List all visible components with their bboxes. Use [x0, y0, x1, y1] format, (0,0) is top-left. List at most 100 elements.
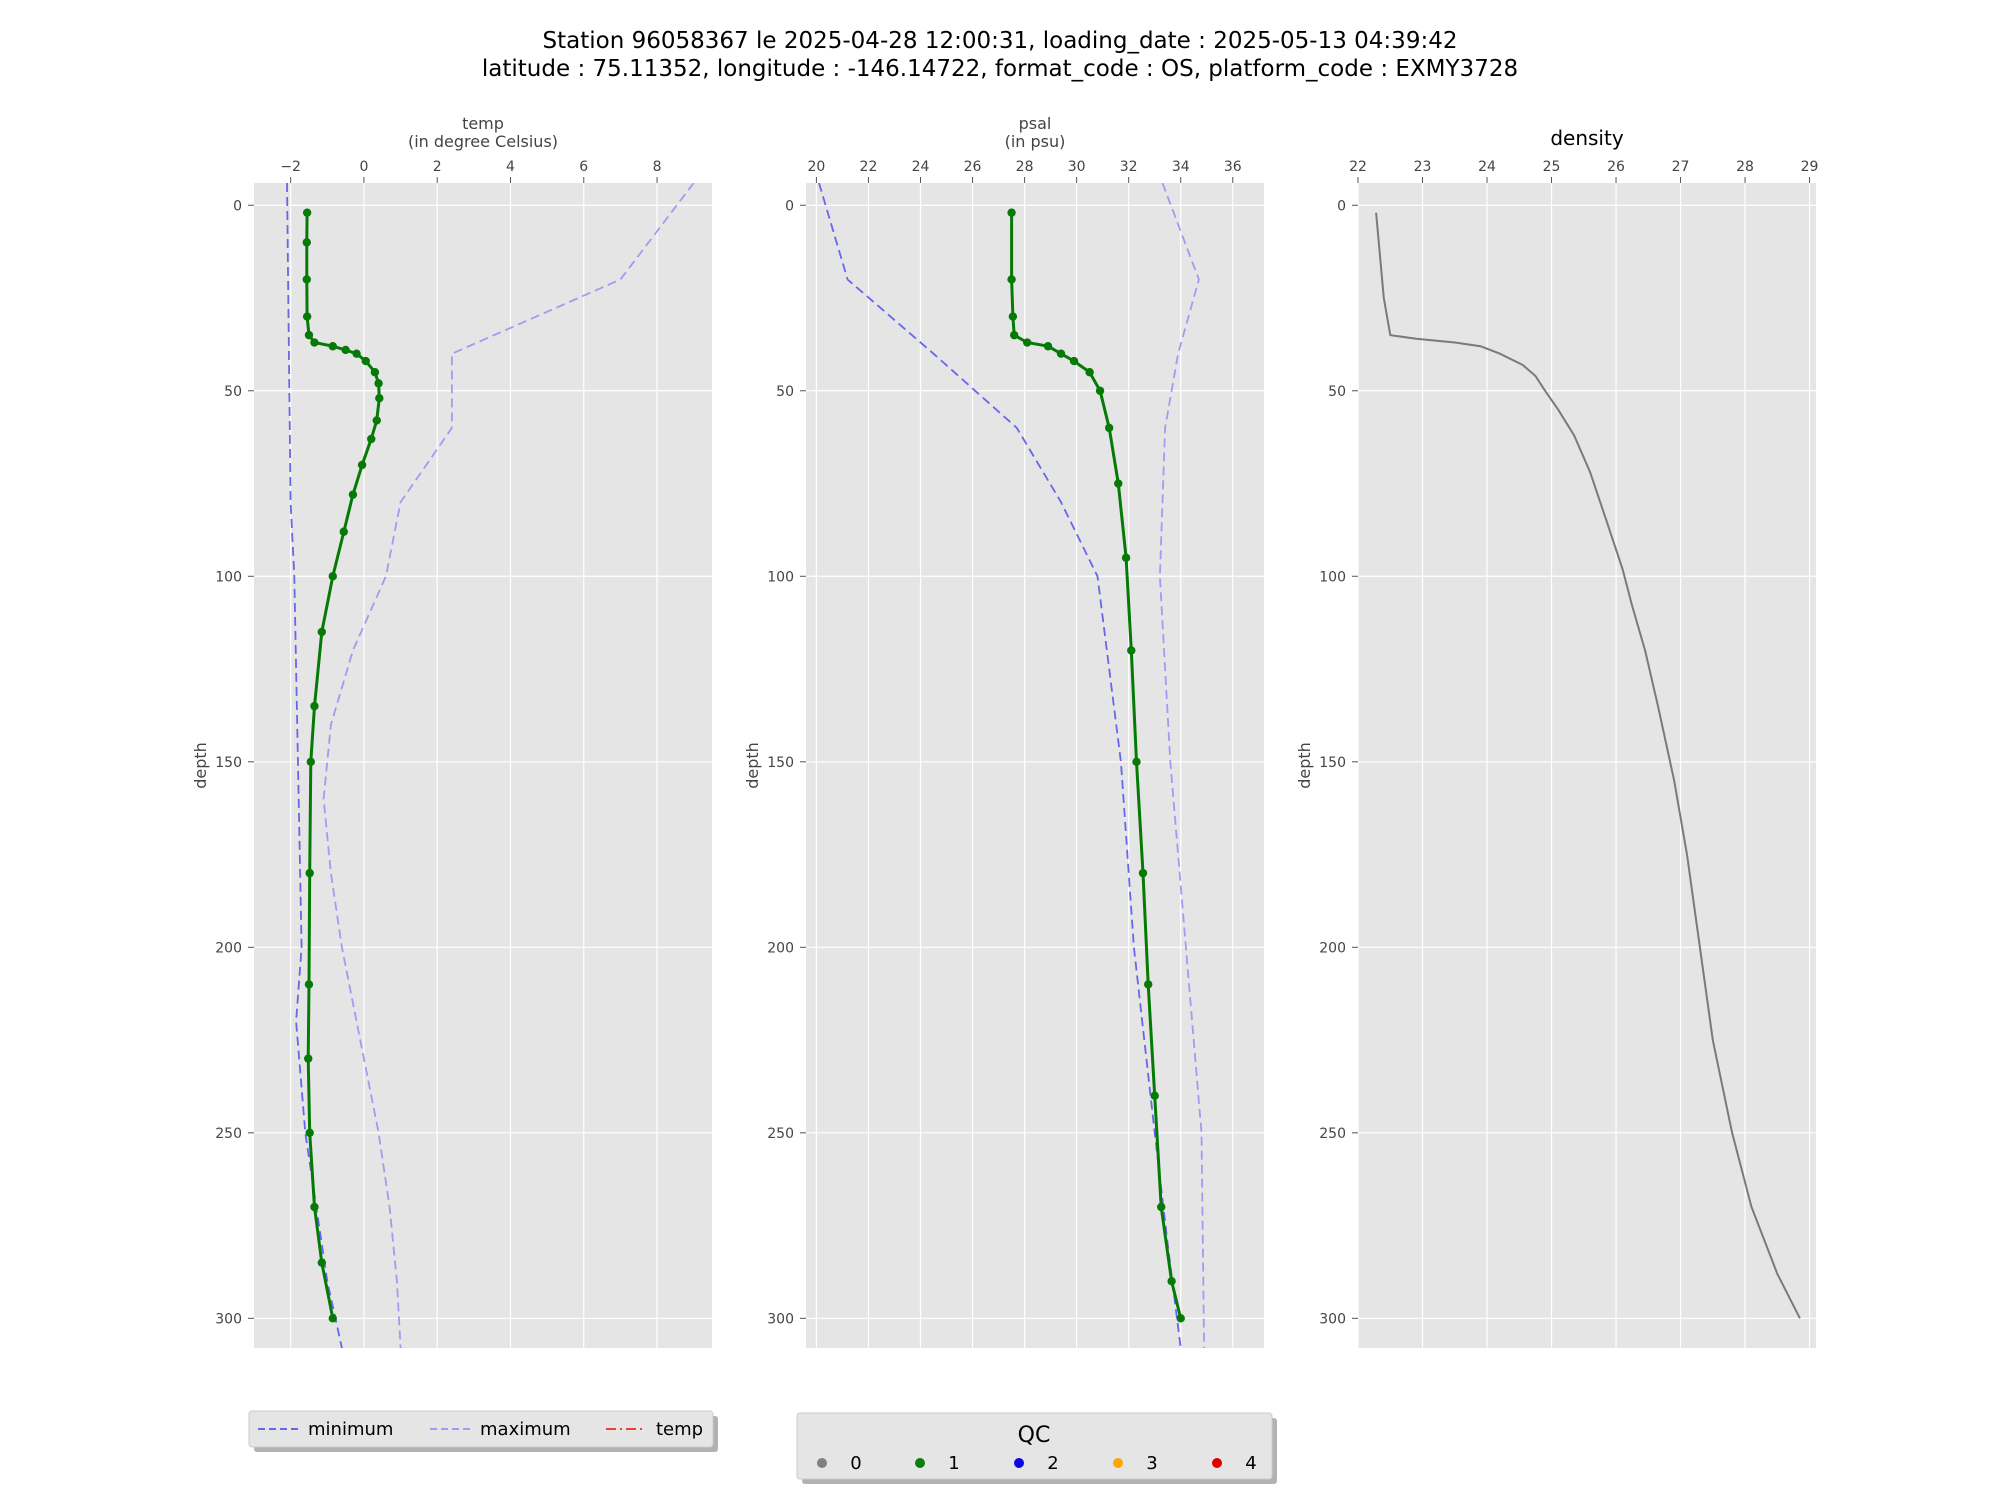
- psal-qc1-marker: [1008, 312, 1018, 321]
- temp-x-tick-label: 4: [506, 159, 515, 175]
- psal-qc1-marker: [1007, 208, 1016, 217]
- temp-y-tick-label: 150: [215, 755, 242, 771]
- temp-qc1-marker: [302, 238, 311, 247]
- psal-plot-area: [806, 183, 1264, 1348]
- psal-qc1-marker: [1009, 330, 1019, 340]
- psal-qc1-marker: [1150, 1091, 1159, 1100]
- density-y-axis-label: depth: [1295, 742, 1314, 789]
- psal-qc1-marker: [1085, 368, 1094, 377]
- density-y-tick-label: 0: [1337, 198, 1346, 214]
- psal-qc1-marker: [1121, 553, 1131, 562]
- temp-qc1-marker: [304, 980, 314, 989]
- legend-label-temp: temp: [656, 1419, 703, 1440]
- qc-legend-label-0: 0: [850, 1453, 861, 1474]
- temp-plot-area: [254, 183, 712, 1348]
- density-y-tick-label: 200: [1319, 940, 1346, 956]
- temp-y-tick-label: 300: [215, 1311, 242, 1327]
- qc-legend-marker-3: [1113, 1458, 1123, 1468]
- line-style-legend: minimum maximum temp: [248, 1410, 718, 1452]
- psal-qc1-marker: [1132, 757, 1141, 766]
- density-axis-title: density: [1550, 126, 1623, 150]
- psal-x-tick-label: 30: [1068, 159, 1086, 175]
- qc-legend: QC 0 1 2 3 4: [796, 1412, 1277, 1484]
- temp-profile-chart: −2 0 2 4 6 8 0 50 100 150 200 250 300 temp(in degree …: [191, 114, 712, 1348]
- temp-qc1-marker: [352, 349, 361, 358]
- temp-y-tick-label: 200: [215, 940, 242, 956]
- psal-qc1-marker: [1138, 868, 1148, 878]
- psal-qc1-marker: [1056, 349, 1066, 358]
- legend-label-minimum: minimum: [308, 1419, 393, 1440]
- psal-x-tick-label: 36: [1224, 159, 1242, 175]
- temp-qc1-marker: [305, 868, 314, 878]
- temp-qc1-marker: [372, 416, 381, 425]
- psal-qc1-marker: [1176, 1314, 1185, 1323]
- psal-y-tick-label: 100: [767, 569, 794, 585]
- psal-qc1-marker: [1007, 275, 1016, 284]
- qc-legend-label-4: 4: [1245, 1453, 1256, 1474]
- temp-qc1-marker: [328, 342, 337, 351]
- psal-qc1-marker: [1143, 980, 1153, 989]
- temp-qc1-marker: [375, 393, 384, 403]
- psal-qc1-marker: [1043, 342, 1053, 351]
- psal-y-tick-label: 150: [767, 755, 794, 771]
- psal-x-tick-label: 24: [912, 159, 930, 175]
- temp-qc1-marker: [306, 757, 315, 766]
- temp-qc1-marker: [304, 1054, 313, 1063]
- psal-qc1-marker: [1069, 356, 1079, 366]
- temp-qc1-marker: [370, 368, 380, 377]
- density-x-tick-label: 29: [1801, 159, 1819, 175]
- temp-y-tick-label: 0: [233, 198, 242, 214]
- temp-series-maximum: [322, 183, 695, 1348]
- qc-legend-label-2: 2: [1047, 1453, 1058, 1474]
- density-x-tick-label: 22: [1349, 159, 1367, 175]
- psal-x-tick-label: 20: [807, 159, 825, 175]
- qc-legend-marker-0: [817, 1458, 827, 1468]
- qc-legend-label-1: 1: [948, 1453, 959, 1474]
- temp-qc1-marker: [302, 208, 312, 217]
- density-y-tick-label: 50: [1328, 384, 1346, 400]
- figure-title-line2: latitude : 75.11352, longitude : -146.14…: [482, 56, 1518, 82]
- temp-x-tick-label: 2: [433, 159, 442, 175]
- temp-qc1-marker: [302, 275, 311, 284]
- temp-y-tick-label: 100: [215, 569, 242, 585]
- qc-legend-label-3: 3: [1146, 1453, 1157, 1474]
- psal-qc1-marker: [1022, 338, 1032, 347]
- density-y-tick-label: 300: [1319, 1311, 1346, 1327]
- qc-legend-marker-2: [1014, 1458, 1024, 1468]
- temp-series-minimum: [286, 183, 343, 1348]
- temp-qc1-marker: [357, 460, 367, 470]
- density-y-tick-label: 100: [1319, 569, 1346, 585]
- temp-qc1-marker: [304, 330, 314, 340]
- psal-qc1-marker: [1157, 1202, 1166, 1212]
- psal-y-tick-label: 0: [785, 198, 794, 214]
- density-x-tick-label: 23: [1414, 159, 1432, 175]
- density-plot-area: [1358, 183, 1816, 1348]
- psal-axis-title-line: (in psu): [1005, 132, 1066, 151]
- temp-y-tick-label: 50: [224, 384, 242, 400]
- psal-axis-title-line: psal: [1019, 114, 1052, 133]
- psal-profile-chart: 20 22 24 26 28 30 32 34 36 0 50 100 150 200 250 300 psal…: [743, 114, 1264, 1348]
- density-x-tick-label: 27: [1672, 159, 1690, 175]
- psal-x-tick-label: 22: [860, 159, 878, 175]
- psal-y-axis-label: depth: [743, 742, 762, 789]
- temp-axis-title-line: temp: [462, 114, 504, 133]
- psal-qc1-marker: [1127, 646, 1136, 655]
- temp-qc1-marker: [305, 1128, 314, 1138]
- temp-y-tick-label: 250: [215, 1126, 242, 1142]
- density-y-tick-label: 150: [1319, 755, 1346, 771]
- psal-series-minimum: [818, 183, 1182, 1348]
- density-profile-chart: 22 23 24 25 26 27 28 29 0 50 100 150 200 250 300 densit…: [1295, 126, 1818, 1348]
- density-series-density: [1375, 212, 1801, 1319]
- temp-qc1-marker: [341, 345, 350, 355]
- temp-y-axis-label: depth: [191, 742, 210, 789]
- temp-qc1-marker: [374, 379, 383, 388]
- psal-x-tick-label: 32: [1120, 159, 1138, 175]
- psal-x-tick-label: 28: [1016, 159, 1034, 175]
- temp-qc1-marker: [328, 1314, 337, 1323]
- psal-qc1-marker: [1095, 386, 1105, 395]
- density-x-tick-label: 24: [1478, 159, 1496, 175]
- psal-y-tick-label: 50: [776, 384, 794, 400]
- qc-legend-marker-4: [1212, 1458, 1222, 1468]
- density-x-tick-label: 28: [1736, 159, 1754, 175]
- psal-x-tick-label: 34: [1172, 159, 1190, 175]
